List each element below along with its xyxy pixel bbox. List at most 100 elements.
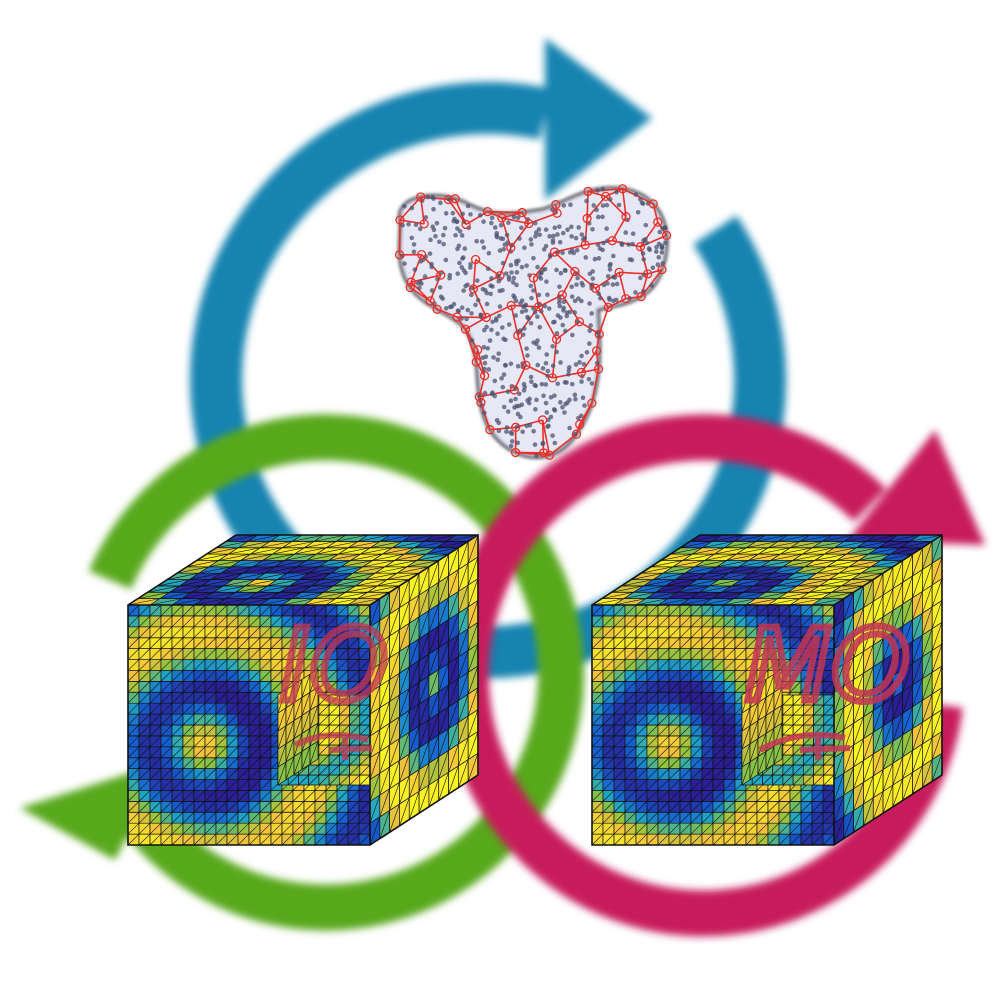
cube-diagonal	[424, 534, 457, 542]
cube-diagonal	[160, 681, 173, 693]
cube-diagonal	[822, 801, 835, 813]
mesh-point	[587, 341, 592, 346]
cube-diagonal	[701, 626, 714, 638]
cube-diagonal	[701, 659, 714, 671]
cube-diagonal	[602, 812, 615, 824]
cube-diagonal	[734, 801, 747, 813]
cube-diagonal	[226, 702, 239, 715]
cube-diagonal	[259, 692, 272, 704]
mesh-point	[569, 294, 575, 299]
cube-diagonal	[237, 724, 250, 737]
mesh-node	[590, 283, 601, 293]
cube-diagonal	[679, 812, 692, 824]
cube-diagonal	[347, 637, 360, 649]
cube-diagonal	[408, 747, 420, 777]
mesh-edge	[605, 188, 623, 198]
mesh-point	[468, 261, 473, 267]
cube-diagonal	[646, 757, 659, 769]
cube-diagonal	[657, 790, 670, 802]
cube-diagonal	[270, 822, 283, 835]
cube-diagonal	[182, 790, 195, 802]
cube-diagonal	[359, 754, 371, 766]
cube-diagonal	[602, 779, 615, 791]
mesh-point	[562, 410, 567, 415]
mesh-point	[558, 270, 564, 276]
cube-diagonal	[259, 615, 272, 628]
cube-diagonal	[448, 591, 459, 620]
mesh-point	[417, 226, 423, 232]
mesh-point	[434, 220, 440, 226]
cube-diagonal	[701, 648, 714, 660]
cube-diagonal	[138, 659, 151, 671]
cube-diagonal	[467, 622, 479, 651]
cube-diagonal	[822, 833, 835, 846]
cube-diagonal	[467, 600, 479, 629]
cube-diagonal	[624, 746, 637, 758]
mesh-node	[524, 218, 534, 229]
cube-diagonal	[211, 572, 244, 580]
cube-diagonal	[281, 801, 294, 813]
mesh-point	[449, 304, 454, 310]
cube-diagonal	[171, 637, 184, 649]
cube-diagonal	[339, 774, 350, 786]
cube-diagonal	[182, 735, 195, 748]
cube-diagonal	[226, 790, 239, 802]
cube-diagonal	[262, 553, 295, 561]
cube-diagonal	[215, 681, 228, 693]
mesh-point	[607, 263, 613, 268]
cube-diagonal	[182, 615, 195, 628]
cube-diagonal	[458, 715, 469, 745]
mesh-point	[604, 226, 609, 231]
cube-diagonal	[690, 648, 703, 660]
cube-diagonal	[369, 816, 381, 846]
cube-diagonal	[613, 790, 626, 802]
mesh-point	[509, 431, 515, 437]
mesh-point	[409, 205, 415, 211]
mesh-point	[562, 267, 568, 273]
mesh-point	[509, 270, 514, 275]
cube-diagonal	[127, 637, 140, 649]
cube-diagonal	[756, 626, 769, 638]
trefoil-mesh-icon	[394, 184, 672, 460]
cube-diagonal	[613, 757, 626, 769]
cube-diagonal	[248, 735, 261, 748]
cube-diagonal	[399, 732, 410, 761]
cube-diagonal	[138, 768, 151, 780]
cube-diagonal	[225, 591, 258, 599]
cube-diagonal	[723, 801, 736, 813]
cube-diagonal	[778, 833, 791, 846]
cube-diagonal	[723, 604, 736, 617]
mesh-point	[506, 322, 512, 327]
cube-diagonal	[399, 666, 410, 696]
mesh-point	[474, 238, 479, 244]
mesh-point	[654, 244, 659, 250]
cube-diagonal	[646, 670, 659, 682]
mesh-point	[550, 433, 555, 438]
cube-diagonal	[767, 626, 780, 638]
cube-diagonal	[226, 659, 239, 671]
cube-diagonal	[438, 728, 449, 757]
mesh-node	[473, 345, 483, 355]
cube-diagonal	[189, 572, 222, 580]
mesh-point	[529, 242, 534, 247]
cube-diagonal	[160, 604, 173, 617]
mesh-point	[592, 256, 598, 262]
cube-diagonal	[285, 720, 295, 744]
cube-diagonal	[336, 615, 349, 628]
cube-diagonal	[237, 833, 250, 846]
cube-diagonal	[613, 735, 626, 748]
cube-diagonal	[314, 790, 327, 802]
cube-diagonal	[288, 774, 299, 786]
cube-diagonal	[756, 604, 769, 617]
cube-diagonal	[679, 801, 692, 813]
cube-diagonal	[309, 722, 319, 747]
cube-diagonal	[701, 812, 714, 824]
mesh-point	[572, 431, 578, 437]
cube-diagonal	[237, 615, 250, 628]
cube-diagonal	[215, 626, 228, 638]
mesh-point	[490, 390, 495, 395]
cube-diagonal	[408, 594, 420, 624]
mesh-point	[482, 366, 487, 372]
mesh-point	[514, 261, 519, 267]
cube-diagonal	[389, 585, 400, 615]
